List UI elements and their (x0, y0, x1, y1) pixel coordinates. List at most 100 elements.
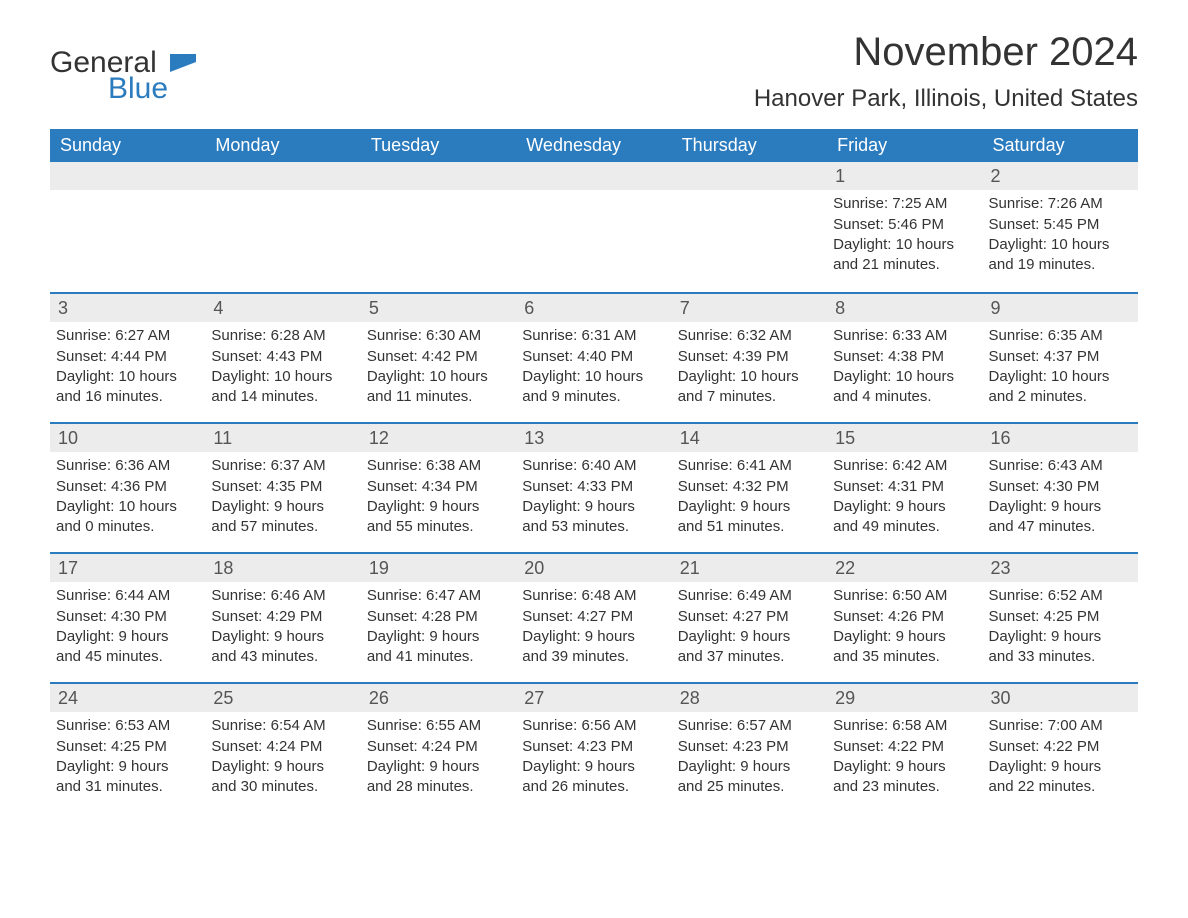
day-number (672, 162, 827, 190)
sunset-text: Sunset: 4:36 PM (56, 477, 199, 497)
day-number: 28 (672, 684, 827, 712)
daylight1-text: Daylight: 9 hours (833, 757, 976, 777)
sunrise-text: Sunrise: 6:42 AM (833, 456, 976, 476)
day-number (50, 162, 205, 190)
sunrise-text: Sunrise: 6:55 AM (367, 716, 510, 736)
sunset-text: Sunset: 4:34 PM (367, 477, 510, 497)
day-number: 29 (827, 684, 982, 712)
daylight2-text: and 57 minutes. (211, 517, 354, 537)
sunset-text: Sunset: 4:39 PM (678, 347, 821, 367)
daylight1-text: Daylight: 10 hours (833, 367, 976, 387)
daylight2-text: and 53 minutes. (522, 517, 665, 537)
daylight1-text: Daylight: 10 hours (989, 367, 1132, 387)
daylight1-text: Daylight: 10 hours (989, 235, 1132, 255)
sunset-text: Sunset: 4:30 PM (989, 477, 1132, 497)
sunrise-text: Sunrise: 6:38 AM (367, 456, 510, 476)
sunset-text: Sunset: 4:42 PM (367, 347, 510, 367)
daylight1-text: Daylight: 9 hours (522, 497, 665, 517)
day-number: 9 (983, 294, 1138, 322)
day-number: 11 (205, 424, 360, 452)
daylight2-text: and 23 minutes. (833, 777, 976, 797)
daylight2-text: and 47 minutes. (989, 517, 1132, 537)
day-number: 30 (983, 684, 1138, 712)
brand-logo: General Blue (50, 48, 196, 104)
sunset-text: Sunset: 4:27 PM (678, 607, 821, 627)
daylight2-text: and 28 minutes. (367, 777, 510, 797)
daylight1-text: Daylight: 9 hours (56, 757, 199, 777)
daylight2-text: and 33 minutes. (989, 647, 1132, 667)
day-number: 16 (983, 424, 1138, 452)
week-row: 24Sunrise: 6:53 AMSunset: 4:25 PMDayligh… (50, 682, 1138, 812)
sunrise-text: Sunrise: 6:37 AM (211, 456, 354, 476)
day-number: 27 (516, 684, 671, 712)
day-number (516, 162, 671, 190)
daylight2-text: and 2 minutes. (989, 387, 1132, 407)
daylight2-text: and 31 minutes. (56, 777, 199, 797)
daylight2-text: and 39 minutes. (522, 647, 665, 667)
daylight1-text: Daylight: 10 hours (56, 367, 199, 387)
flag-icon (170, 54, 196, 76)
daylight1-text: Daylight: 9 hours (211, 627, 354, 647)
daylight2-text: and 21 minutes. (833, 255, 976, 275)
title-block: November 2024 Hanover Park, Illinois, Un… (754, 30, 1138, 113)
week-row: 1Sunrise: 7:25 AMSunset: 5:46 PMDaylight… (50, 162, 1138, 292)
weekday-header: Monday (205, 129, 360, 162)
day-number: 21 (672, 554, 827, 582)
sunrise-text: Sunrise: 6:43 AM (989, 456, 1132, 476)
sunrise-text: Sunrise: 6:28 AM (211, 326, 354, 346)
daylight2-text: and 45 minutes. (56, 647, 199, 667)
daylight2-text: and 41 minutes. (367, 647, 510, 667)
day-cell: 22Sunrise: 6:50 AMSunset: 4:26 PMDayligh… (827, 554, 982, 682)
sunrise-text: Sunrise: 6:56 AM (522, 716, 665, 736)
day-cell: 12Sunrise: 6:38 AMSunset: 4:34 PMDayligh… (361, 424, 516, 552)
day-number: 12 (361, 424, 516, 452)
daylight1-text: Daylight: 9 hours (678, 497, 821, 517)
day-number: 6 (516, 294, 671, 322)
daylight1-text: Daylight: 10 hours (678, 367, 821, 387)
sunrise-text: Sunrise: 6:48 AM (522, 586, 665, 606)
day-cell: 13Sunrise: 6:40 AMSunset: 4:33 PMDayligh… (516, 424, 671, 552)
sunset-text: Sunset: 4:22 PM (833, 737, 976, 757)
daylight1-text: Daylight: 10 hours (522, 367, 665, 387)
daylight2-text: and 9 minutes. (522, 387, 665, 407)
daylight2-text: and 25 minutes. (678, 777, 821, 797)
sunset-text: Sunset: 4:38 PM (833, 347, 976, 367)
daylight2-text: and 55 minutes. (367, 517, 510, 537)
day-cell: 19Sunrise: 6:47 AMSunset: 4:28 PMDayligh… (361, 554, 516, 682)
daylight1-text: Daylight: 9 hours (989, 757, 1132, 777)
sunset-text: Sunset: 4:37 PM (989, 347, 1132, 367)
daylight2-text: and 0 minutes. (56, 517, 199, 537)
day-cell: 30Sunrise: 7:00 AMSunset: 4:22 PMDayligh… (983, 684, 1138, 812)
day-cell: 27Sunrise: 6:56 AMSunset: 4:23 PMDayligh… (516, 684, 671, 812)
month-title: November 2024 (754, 30, 1138, 75)
brand-text: General Blue (50, 48, 168, 104)
sunset-text: Sunset: 4:25 PM (989, 607, 1132, 627)
day-cell: 24Sunrise: 6:53 AMSunset: 4:25 PMDayligh… (50, 684, 205, 812)
day-cell: 14Sunrise: 6:41 AMSunset: 4:32 PMDayligh… (672, 424, 827, 552)
sunset-text: Sunset: 5:46 PM (833, 215, 976, 235)
empty-cell (672, 162, 827, 292)
day-cell: 8Sunrise: 6:33 AMSunset: 4:38 PMDaylight… (827, 294, 982, 422)
sunrise-text: Sunrise: 6:40 AM (522, 456, 665, 476)
empty-cell (205, 162, 360, 292)
weekday-header-row: Sunday Monday Tuesday Wednesday Thursday… (50, 129, 1138, 162)
brand-blue: Blue (108, 74, 168, 104)
day-number (205, 162, 360, 190)
day-cell: 3Sunrise: 6:27 AMSunset: 4:44 PMDaylight… (50, 294, 205, 422)
daylight2-text: and 37 minutes. (678, 647, 821, 667)
week-row: 17Sunrise: 6:44 AMSunset: 4:30 PMDayligh… (50, 552, 1138, 682)
sunrise-text: Sunrise: 6:47 AM (367, 586, 510, 606)
day-cell: 6Sunrise: 6:31 AMSunset: 4:40 PMDaylight… (516, 294, 671, 422)
daylight1-text: Daylight: 9 hours (833, 497, 976, 517)
daylight2-text: and 30 minutes. (211, 777, 354, 797)
day-cell: 25Sunrise: 6:54 AMSunset: 4:24 PMDayligh… (205, 684, 360, 812)
daylight1-text: Daylight: 9 hours (833, 627, 976, 647)
day-cell: 5Sunrise: 6:30 AMSunset: 4:42 PMDaylight… (361, 294, 516, 422)
daylight1-text: Daylight: 10 hours (833, 235, 976, 255)
day-number: 25 (205, 684, 360, 712)
daylight1-text: Daylight: 9 hours (367, 627, 510, 647)
day-number (361, 162, 516, 190)
weeks-container: 1Sunrise: 7:25 AMSunset: 5:46 PMDaylight… (50, 162, 1138, 812)
sunrise-text: Sunrise: 6:50 AM (833, 586, 976, 606)
daylight1-text: Daylight: 10 hours (367, 367, 510, 387)
